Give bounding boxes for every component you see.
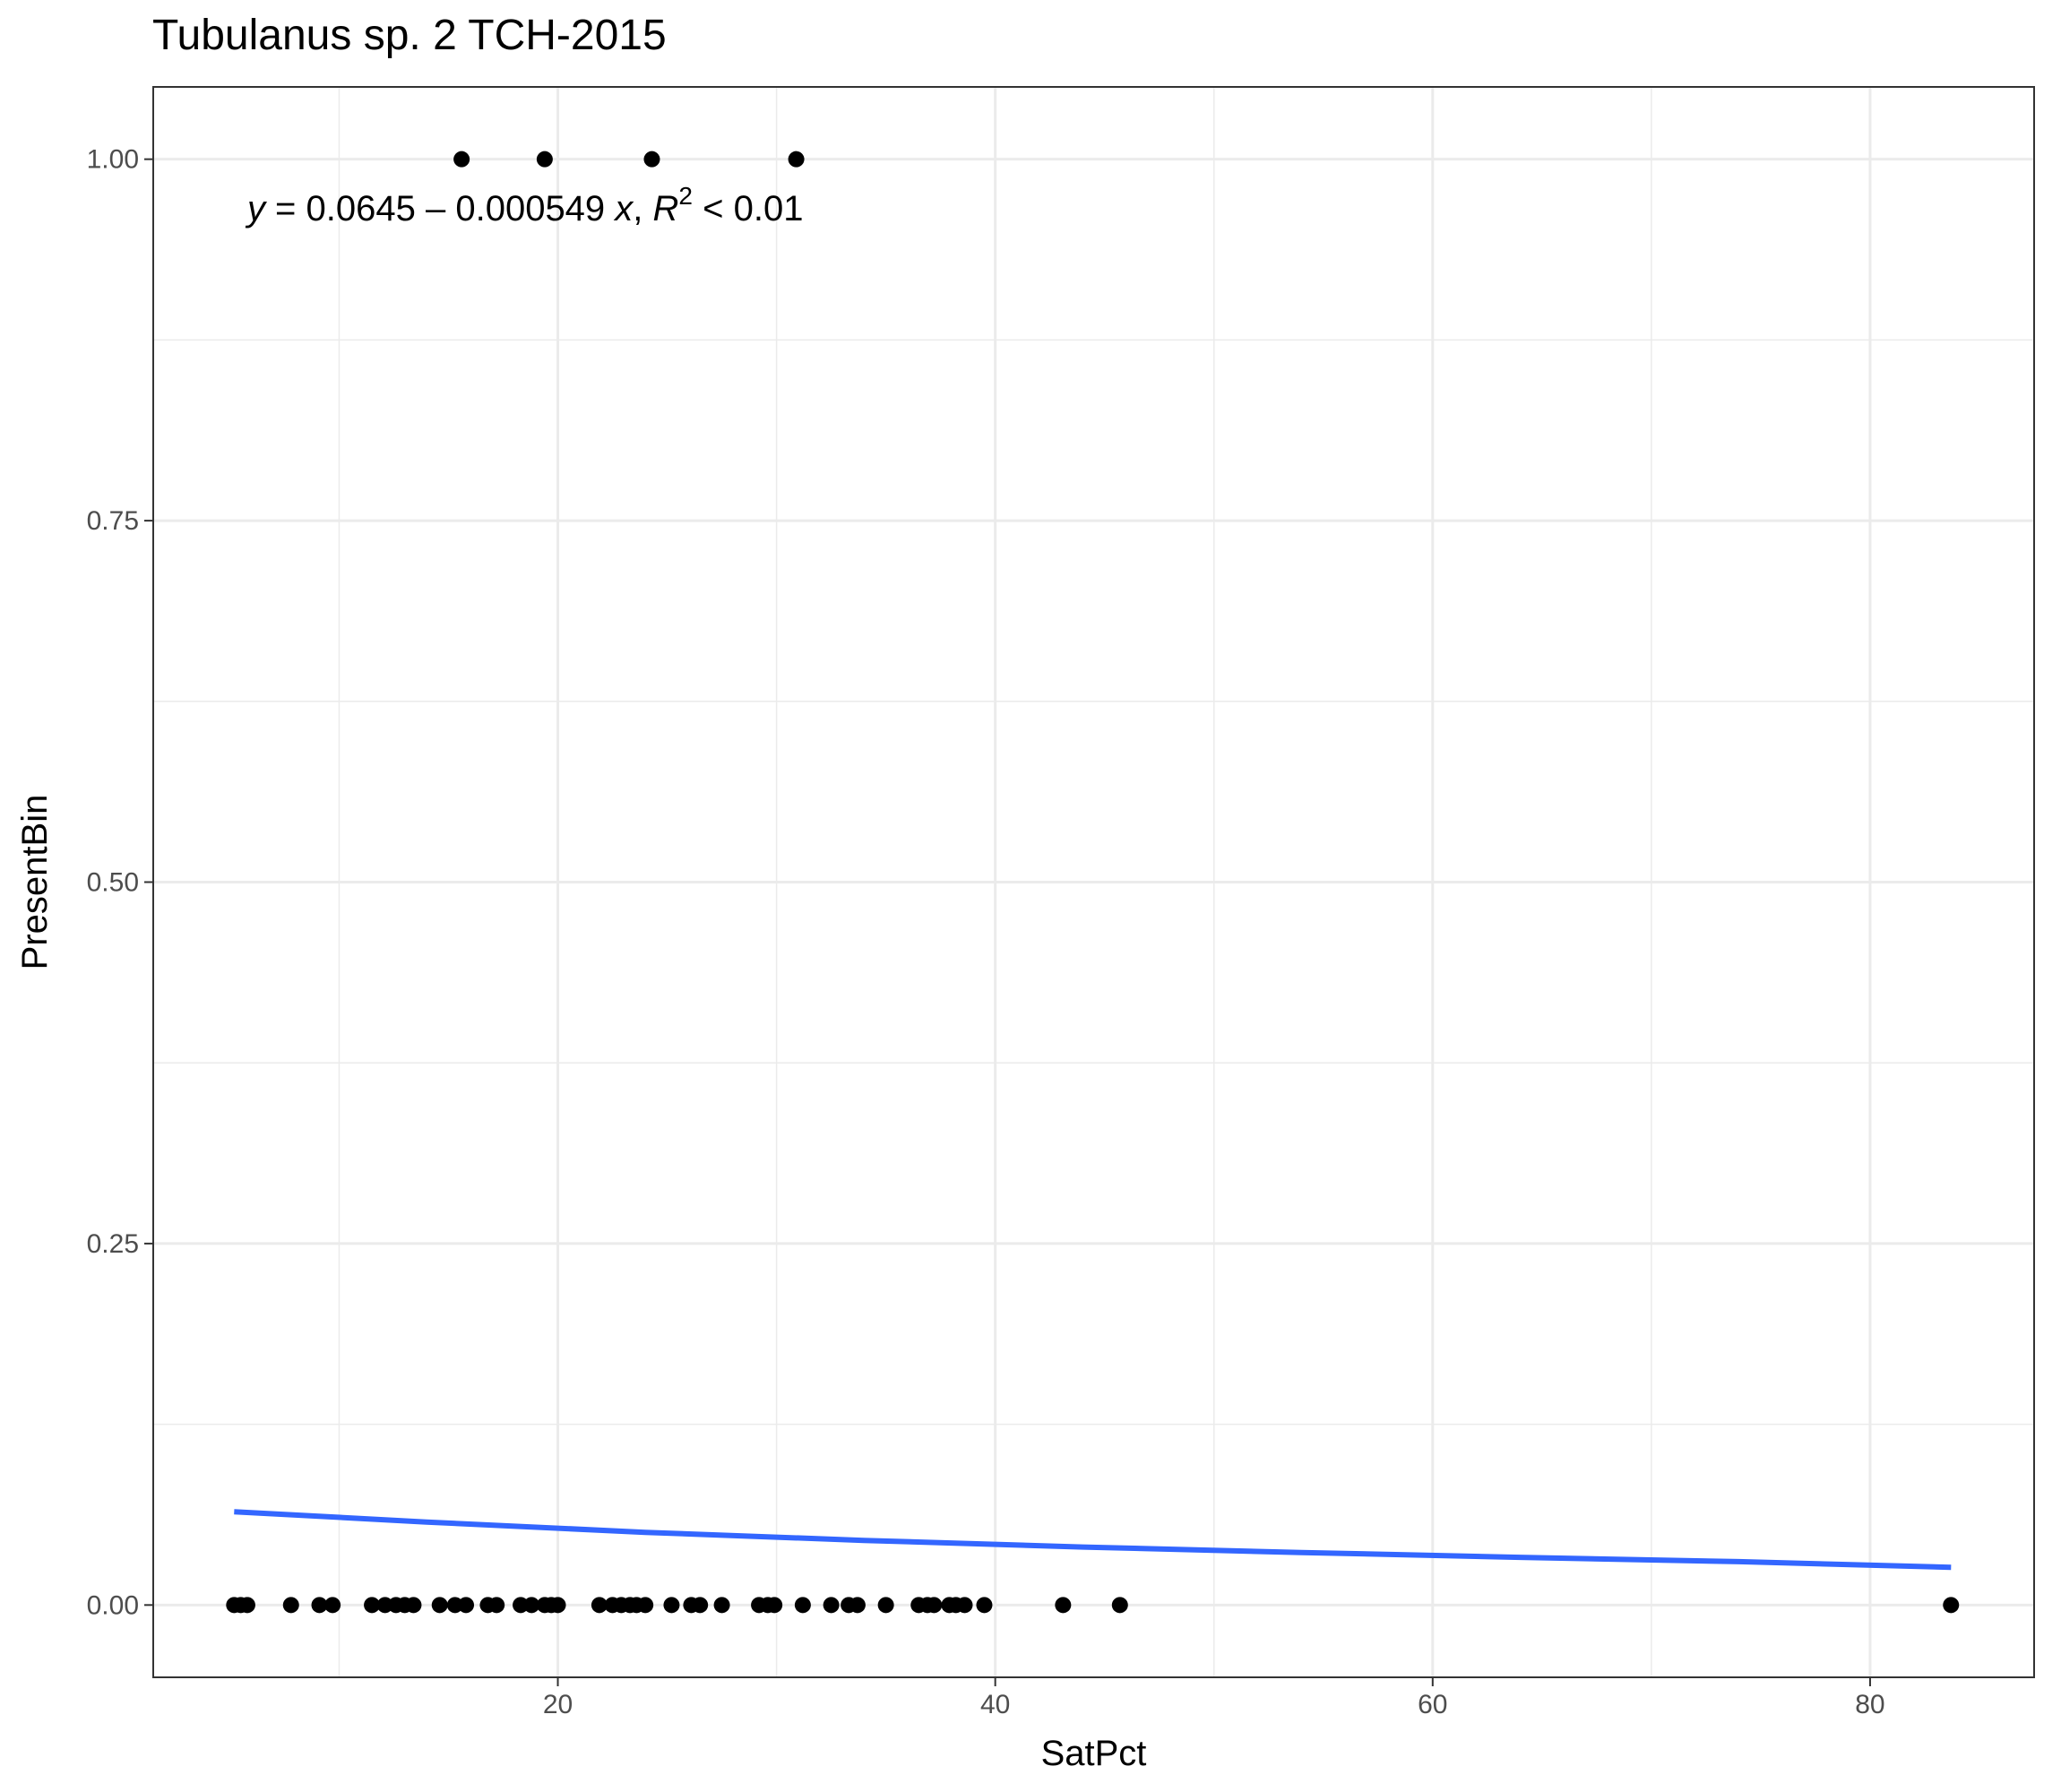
eq-coefficients: = 0.0645 – 0.000549: [265, 189, 615, 228]
data-point: [643, 151, 660, 168]
x-tick-label: 80: [1855, 1690, 1884, 1719]
data-point: [453, 151, 470, 168]
y-tick-label: 1.00: [87, 145, 139, 175]
y-tick-label: 0.75: [87, 506, 139, 536]
data-point: [549, 1597, 566, 1614]
data-point: [788, 151, 805, 168]
y-axis-title: PresentBin: [15, 795, 55, 970]
regression-fit-line: [234, 1509, 1952, 1571]
points-layer: [226, 151, 1960, 1614]
data-point: [926, 1597, 943, 1614]
data-point: [823, 1597, 840, 1614]
eq-r-symbol: R: [653, 189, 679, 228]
eq-comma: ,: [633, 189, 652, 228]
grid-layer: [153, 87, 2034, 1677]
x-tick-label: 60: [1418, 1690, 1447, 1719]
data-point: [364, 1597, 381, 1614]
eq-r2-value: < 0.01: [693, 189, 803, 228]
regression-equation: y = 0.0645 – 0.000549 x, R2 < 0.01: [245, 182, 804, 228]
data-point: [692, 1597, 709, 1614]
y-tick-label: 0.50: [87, 868, 139, 898]
data-point: [431, 1597, 448, 1614]
chart-title: Tubulanus sp. 2 TCH-2015: [152, 12, 667, 59]
data-point: [849, 1597, 866, 1614]
y-tick-label: 0.00: [87, 1590, 139, 1620]
data-point: [766, 1597, 783, 1614]
data-point: [405, 1597, 422, 1614]
fit-line-layer: [234, 1509, 1952, 1571]
data-point: [591, 1597, 608, 1614]
data-point: [238, 1597, 255, 1614]
x-axis-title: SatPct: [1041, 1734, 1147, 1773]
data-point: [1943, 1597, 1960, 1614]
data-point: [1055, 1597, 1072, 1614]
data-point: [488, 1597, 505, 1614]
data-point: [311, 1597, 328, 1614]
data-point: [536, 151, 553, 168]
eq-y-symbol: y: [245, 189, 268, 228]
y-tick-label: 0.25: [87, 1229, 139, 1259]
eq-superscript: 2: [678, 182, 693, 210]
x-tick-label: 20: [543, 1690, 573, 1719]
data-point: [794, 1597, 811, 1614]
data-point: [324, 1597, 341, 1614]
data-point: [523, 1597, 540, 1614]
data-point: [976, 1597, 993, 1614]
data-point: [1111, 1597, 1128, 1614]
data-point: [713, 1597, 730, 1614]
x-tick-label: 40: [980, 1690, 1010, 1719]
data-point: [282, 1597, 299, 1614]
axes-layer: 20 40 60 80 0.00 0.25 0.50 0.75 1.00: [87, 145, 1885, 1719]
data-point: [637, 1597, 654, 1614]
data-point: [956, 1597, 973, 1614]
data-point: [663, 1597, 680, 1614]
data-point: [458, 1597, 475, 1614]
eq-x-symbol: x: [613, 189, 634, 228]
data-point: [877, 1597, 894, 1614]
